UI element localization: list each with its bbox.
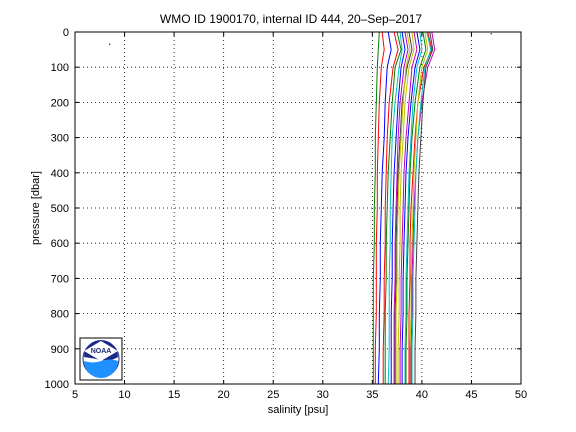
stray-point [490,32,493,35]
salinity-profile-line [408,31,433,384]
salinity-profile-line [387,31,403,385]
x-tick-label: 25 [267,389,279,401]
y-tick-label: 700 [51,273,69,285]
logo-text: NOAA [91,348,112,355]
salinity-profile-line [372,31,380,384]
x-tick-label: 20 [218,389,230,401]
salinity-profile-line [401,31,421,384]
salinity-profile-line [374,31,385,384]
salinity-profile-line [404,31,423,384]
y-tick-label: 1000 [45,379,69,391]
y-tick-label: 400 [51,168,69,180]
salinity-profile-line [414,31,434,384]
grid [75,32,521,384]
tick-labels: 5 10 15 20 25 30 35 40 45 50010020030040050060070… [45,27,528,401]
x-tick-label: 45 [465,389,477,401]
x-tick-label: 10 [118,389,130,401]
y-tick-label: 300 [51,133,69,145]
chart-title: WMO ID 1900170, internal ID 444, 20–Sep–… [160,12,422,26]
y-tick-label: 0 [63,27,69,39]
x-tick-label: 5 [72,389,78,401]
stray-point [108,43,111,46]
noaa-logo: NOAA [79,337,123,381]
salinity-profile-line [377,31,392,385]
x-tick-label: 15 [168,389,180,401]
y-tick-label: 200 [51,97,69,109]
y-tick-label: 800 [51,309,69,321]
y-tick-label: 100 [51,62,69,74]
salinity-profile-line [394,31,413,384]
x-tick-label: 30 [317,389,329,401]
salinity-profile-line [384,31,402,384]
salinity-profile-line [393,31,409,384]
salinity-profile-line [382,31,399,384]
y-tick-label: 500 [51,203,69,215]
plot-area [75,32,521,384]
ticks [74,31,522,385]
x-axis-label: salinity [psu] [268,404,329,416]
series-group [108,31,493,385]
salinity-profile-line [409,31,429,384]
x-tick-label: 50 [515,389,527,401]
salinity-profile-line [405,31,427,384]
salinity-profile-line [411,31,432,384]
y-tick-label: 600 [51,238,69,250]
salinity-profile-line [395,31,411,384]
salinity-profile-line [397,31,415,384]
salinity-profile-line [390,31,406,384]
y-axis-label: pressure [dbar] [30,171,42,245]
y-tick-label: 900 [51,344,69,356]
x-tick-label: 35 [366,389,378,401]
logo-bird [84,341,118,361]
salinity-profile-line [399,31,418,384]
logo-wave [84,359,118,378]
x-tick-label: 40 [416,389,428,401]
